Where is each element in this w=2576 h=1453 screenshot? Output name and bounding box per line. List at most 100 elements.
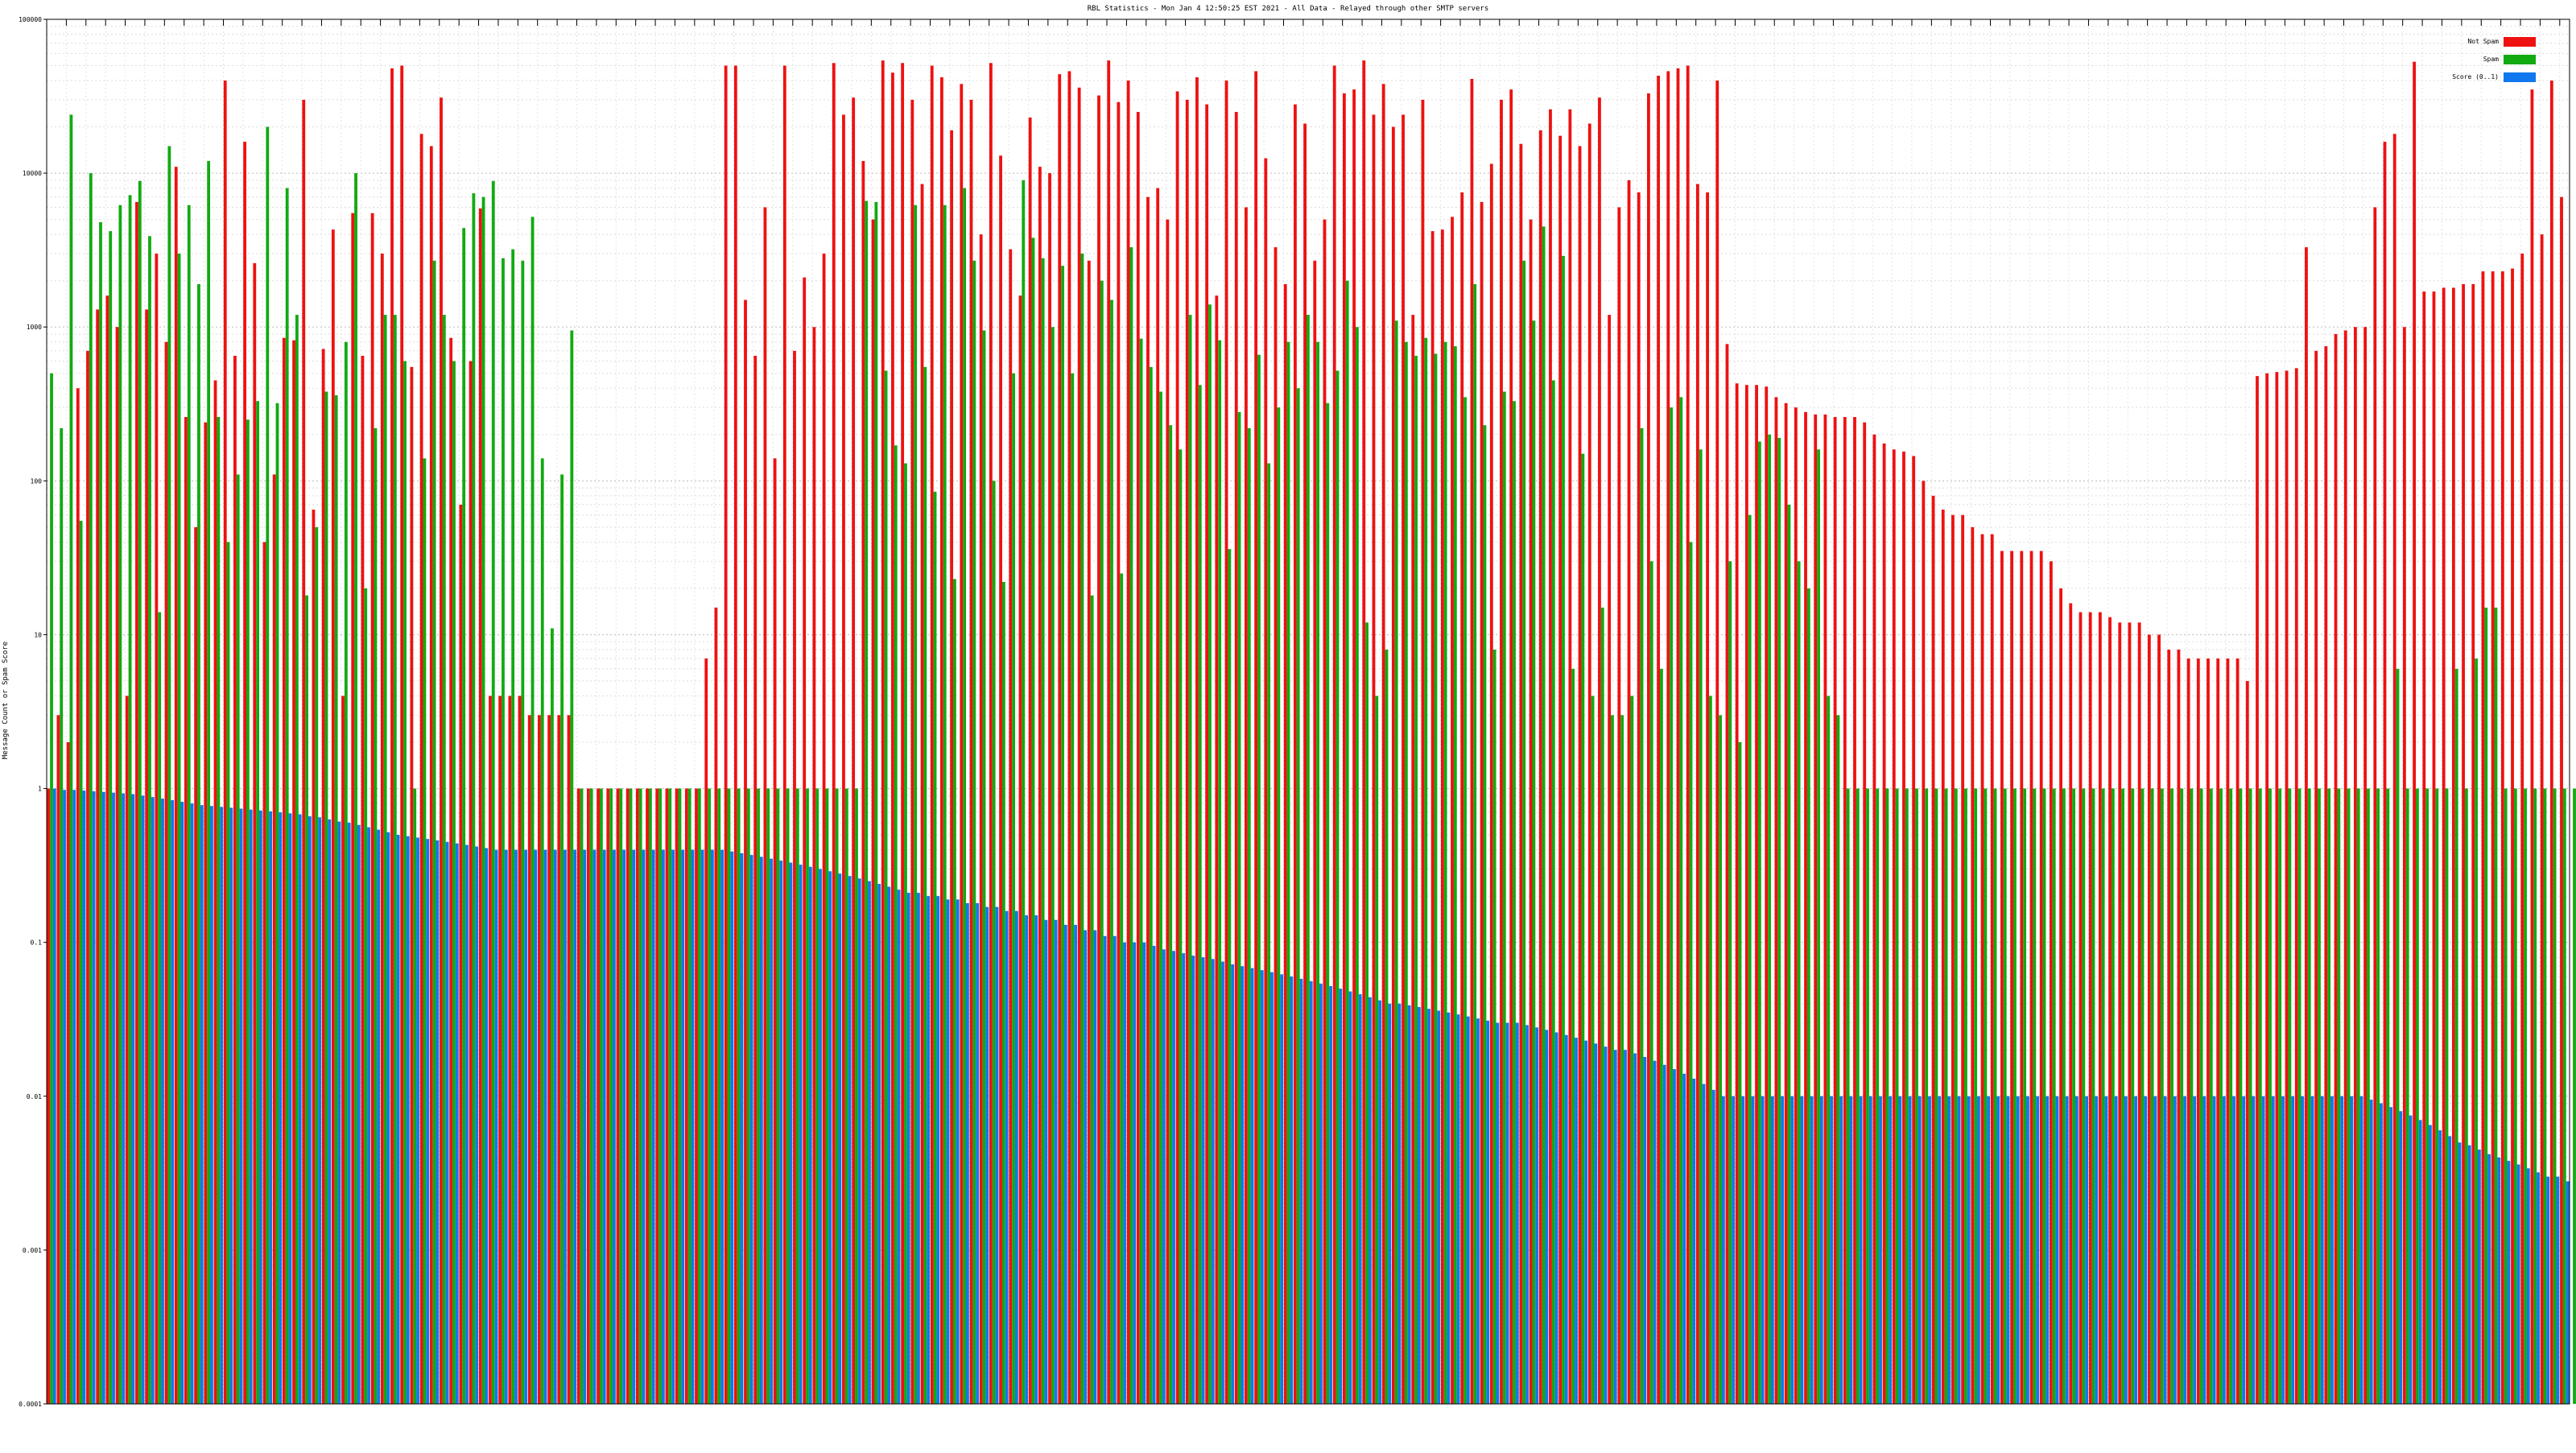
- bar-not-spam: [2511, 269, 2514, 1404]
- bar-not-spam: [2531, 89, 2534, 1404]
- bar-spam: [1984, 789, 1987, 1404]
- bar-not-spam: [2550, 80, 2553, 1404]
- bar-score-0-1: [407, 836, 410, 1404]
- bar-score-0-1: [701, 850, 704, 1404]
- bar-spam: [2573, 789, 2576, 1404]
- y-tick-label: 1: [38, 786, 42, 793]
- bar-score-0-1: [2095, 1096, 2098, 1404]
- bar-spam: [1424, 338, 1427, 1404]
- bar-score-0-1: [2007, 1096, 2010, 1404]
- bar-spam: [2347, 789, 2351, 1404]
- bar-not-spam: [2040, 551, 2043, 1404]
- bar-spam: [1827, 696, 1830, 1404]
- bar-not-spam: [931, 66, 934, 1404]
- bar-not-spam: [1127, 80, 1130, 1404]
- bar-score-0-1: [868, 881, 871, 1404]
- bar-not-spam: [2216, 658, 2219, 1404]
- bar-not-spam: [2256, 376, 2259, 1404]
- bar-spam: [2082, 789, 2085, 1404]
- bar-spam: [1925, 789, 1928, 1404]
- bar-score-0-1: [53, 789, 56, 1404]
- bar-score-0-1: [1732, 1096, 1735, 1404]
- bar-score-0-1: [1349, 992, 1352, 1404]
- bar-spam: [1395, 320, 1398, 1404]
- bar-spam: [2023, 789, 2026, 1404]
- bar-spam: [2072, 789, 2075, 1404]
- bar-spam: [394, 315, 397, 1404]
- bar-score-0-1: [711, 850, 714, 1404]
- bar-spam: [1061, 266, 1064, 1404]
- bar-not-spam: [1078, 88, 1081, 1404]
- bar-spam: [1002, 582, 1005, 1404]
- bar-score-0-1: [2164, 1096, 2167, 1404]
- bar-score-0-1: [1643, 1057, 1646, 1404]
- bar-spam: [1571, 669, 1575, 1404]
- bar-spam: [934, 492, 937, 1404]
- bar-not-spam: [175, 167, 178, 1404]
- bar-not-spam: [351, 213, 354, 1404]
- bar-not-spam: [704, 658, 708, 1404]
- bar-not-spam: [2010, 551, 2013, 1404]
- bar-score-0-1: [790, 863, 793, 1404]
- bar-score-0-1: [1761, 1096, 1765, 1404]
- bar-score-0-1: [2105, 1096, 2108, 1404]
- bar-not-spam: [165, 342, 168, 1404]
- bar-spam: [1159, 392, 1162, 1404]
- bar-score-0-1: [730, 852, 733, 1404]
- bar-not-spam: [528, 715, 531, 1404]
- bar-score-0-1: [1221, 962, 1224, 1404]
- bar-not-spam: [1568, 109, 1571, 1404]
- bar-score-0-1: [2154, 1096, 2157, 1404]
- bar-not-spam: [2178, 650, 2181, 1404]
- bar-not-spam: [1824, 415, 1827, 1404]
- bar-not-spam: [970, 100, 973, 1404]
- bar-spam: [1847, 789, 1850, 1404]
- bar-spam: [993, 481, 996, 1404]
- bar-spam: [384, 315, 387, 1404]
- bar-score-0-1: [1987, 1096, 1990, 1404]
- bar-spam: [2504, 789, 2508, 1404]
- bar-not-spam: [1942, 510, 1945, 1404]
- bar-not-spam: [155, 254, 158, 1404]
- bar-not-spam: [1932, 496, 1935, 1404]
- bar-spam: [649, 789, 652, 1404]
- bar-not-spam: [950, 130, 953, 1404]
- bar-score-0-1: [1938, 1096, 1941, 1404]
- bar-not-spam: [2000, 551, 2004, 1404]
- bar-spam: [728, 789, 731, 1404]
- bar-spam: [541, 458, 544, 1404]
- bar-not-spam: [381, 254, 384, 1404]
- bar-not-spam: [371, 213, 374, 1404]
- bar-spam: [99, 222, 102, 1404]
- bar-score-0-1: [1545, 1030, 1548, 1404]
- bar-not-spam: [842, 114, 845, 1404]
- bar-not-spam: [1441, 229, 1444, 1404]
- legend-swatch: [2504, 55, 2536, 64]
- bar-spam: [2435, 789, 2438, 1404]
- bar-spam: [403, 361, 407, 1404]
- bar-not-spam: [1460, 192, 1463, 1404]
- bar-score-0-1: [877, 884, 881, 1404]
- bar-score-0-1: [996, 907, 999, 1404]
- bar-not-spam: [1254, 71, 1257, 1404]
- bar-spam: [521, 261, 524, 1404]
- bar-not-spam: [56, 715, 60, 1404]
- bar-not-spam: [2069, 603, 2072, 1404]
- bar-not-spam: [685, 789, 688, 1404]
- bar-not-spam: [1373, 114, 1376, 1404]
- bar-score-0-1: [348, 823, 351, 1404]
- bar-not-spam: [1137, 112, 1140, 1404]
- bar-score-0-1: [1133, 943, 1136, 1404]
- bar-score-0-1: [2448, 1136, 2451, 1404]
- bar-not-spam: [1333, 66, 1336, 1404]
- bar-spam: [1650, 561, 1653, 1404]
- bar-not-spam: [1617, 208, 1620, 1404]
- bar-spam: [1336, 370, 1340, 1404]
- bar-spam: [1562, 256, 1565, 1404]
- bar-score-0-1: [1231, 964, 1234, 1404]
- bar-not-spam: [273, 474, 276, 1404]
- bar-score-0-1: [524, 850, 527, 1404]
- bar-spam: [1905, 789, 1909, 1404]
- bar-spam: [1679, 397, 1682, 1404]
- bar-not-spam: [2541, 234, 2544, 1404]
